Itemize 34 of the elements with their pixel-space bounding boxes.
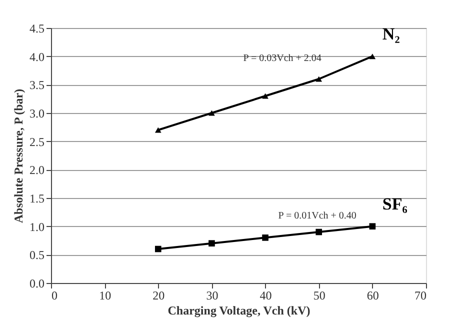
series-label: N₂ <box>382 24 400 44</box>
point <box>154 127 162 133</box>
point <box>154 246 162 252</box>
point <box>369 223 376 230</box>
x-tick-label: 50 <box>313 288 326 302</box>
y-tick-label: 0.0 <box>30 276 44 290</box>
point <box>262 234 268 241</box>
x-axis-title: Charging Voltage, Vch (kV) <box>168 304 310 318</box>
x-tick-label: 70 <box>414 288 426 302</box>
annotation: P = 0.03Vch + 2.04 <box>243 53 322 64</box>
y-axis-title: Absolute Pressure, P (bar) <box>12 88 26 224</box>
x-tick-label: 40 <box>260 288 272 302</box>
point <box>262 93 268 99</box>
y-tick-label: 0.5 <box>30 248 44 262</box>
point <box>369 54 376 60</box>
x-tick-label: 60 <box>366 288 379 302</box>
x-tick-label: 0 <box>52 288 58 302</box>
x-tick-label: 30 <box>206 288 218 302</box>
point <box>316 76 322 82</box>
point <box>316 228 322 236</box>
x-tick-label: 20 <box>152 288 165 302</box>
x-tick-label: 10 <box>99 288 112 302</box>
y-tick-label: 3.0 <box>30 106 44 120</box>
series-label: SF₆ <box>382 194 408 214</box>
point <box>208 240 215 246</box>
annotation: P = 0.01Vch + 0.40 <box>278 210 356 222</box>
y-tick-label: 2.5 <box>30 134 44 149</box>
y-tick-label: 4.0 <box>30 50 44 64</box>
y-tick-label: 2.0 <box>30 163 44 178</box>
y-tick-label: 1.5 <box>30 192 44 206</box>
point <box>208 110 215 116</box>
y-tick-label: 4.5 <box>30 22 44 36</box>
y-tick-label: 3.5 <box>30 78 44 92</box>
y-tick-label: 1.0 <box>30 220 44 234</box>
